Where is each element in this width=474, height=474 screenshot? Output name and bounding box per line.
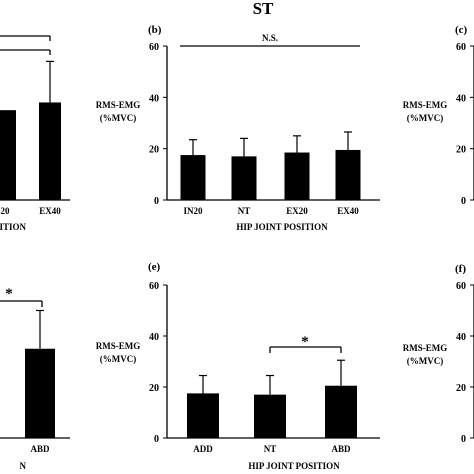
bar-1-NT [231, 156, 257, 200]
x-tick-label-1-2: EX20 [286, 206, 308, 216]
panel-label-b: (b) [148, 24, 162, 36]
y-axis-title-5-0: RMS-EMG [403, 343, 448, 353]
x-tick-label-1-0: IN20 [183, 206, 203, 216]
panel-label-e: (e) [148, 261, 161, 273]
significance-star-d: * [5, 286, 13, 302]
y-axis-title-4-1: (%MVC) [100, 354, 137, 364]
bar-1-EX20 [284, 152, 310, 200]
y-axis-title-5-1: (%MVC) [407, 356, 444, 366]
y-tick-label-1-0: 0 [154, 196, 159, 207]
ns-label-b: N.S. [262, 33, 278, 43]
y-tick-label-5-20: 20 [456, 383, 466, 394]
y-axis-title-2-1: (%MVC) [407, 113, 444, 123]
xlabel-a: POSITION [0, 222, 26, 232]
y-tick-label-4-0: 0 [154, 434, 159, 445]
xlabel-b: HIP JOINT POSITION [236, 222, 328, 232]
bar-0-EX20 [0, 110, 16, 200]
y-axis-title-1-0: RMS-EMG [96, 100, 141, 110]
x-tick-label-3-2: ABD [30, 444, 50, 454]
y-tick-label-4-40: 40 [149, 332, 159, 343]
y-tick-label-1-60: 60 [149, 42, 159, 53]
y-tick-label-1-20: 20 [149, 145, 159, 156]
x-tick-label-0-2: 20 [1, 206, 11, 216]
xlabel-e: HIP JOINT POSITION [248, 461, 340, 471]
y-axis-title-2-0: RMS-EMG [403, 100, 448, 110]
significance-star-e: * [301, 334, 309, 350]
figure-title: ST [253, 0, 274, 18]
x-tick-label-0-3: EX40 [39, 206, 61, 216]
xlabel-d: N [20, 461, 27, 471]
x-tick-label-1-1: NT [238, 206, 251, 216]
bar-4-ADD [187, 393, 219, 438]
bar-4-ABD [325, 385, 357, 438]
panel-label-c: (c) [455, 24, 468, 36]
y-tick-label-1-40: 40 [149, 93, 159, 104]
bar-1-IN20 [180, 155, 206, 200]
y-tick-label-5-0: 0 [461, 434, 466, 445]
y-tick-label-2-0: 0 [461, 196, 466, 207]
bar-0-EX40 [39, 102, 61, 200]
y-tick-label-2-60: 60 [456, 42, 466, 53]
y-tick-label-5-40: 40 [456, 332, 466, 343]
y-tick-label-5-60: 60 [456, 281, 466, 292]
y-tick-label-2-40: 40 [456, 93, 466, 104]
bar-1-EX40 [335, 149, 361, 200]
y-tick-label-4-60: 60 [149, 281, 159, 292]
bar-3-ABD [25, 348, 55, 438]
x-tick-label-4-1: NT [264, 444, 277, 454]
y-axis-title-1-1: (%MVC) [100, 113, 137, 123]
x-tick-label-4-2: ABD [331, 444, 351, 454]
panel-label-f: (f) [455, 263, 466, 275]
bar-4-NT [254, 394, 286, 438]
x-tick-label-1-3: EX40 [337, 206, 359, 216]
y-tick-label-4-20: 20 [149, 383, 159, 394]
x-tick-label-4-0: ADD [193, 444, 213, 454]
y-axis-title-4-0: RMS-EMG [96, 341, 141, 351]
y-tick-label-2-20: 20 [456, 145, 466, 156]
